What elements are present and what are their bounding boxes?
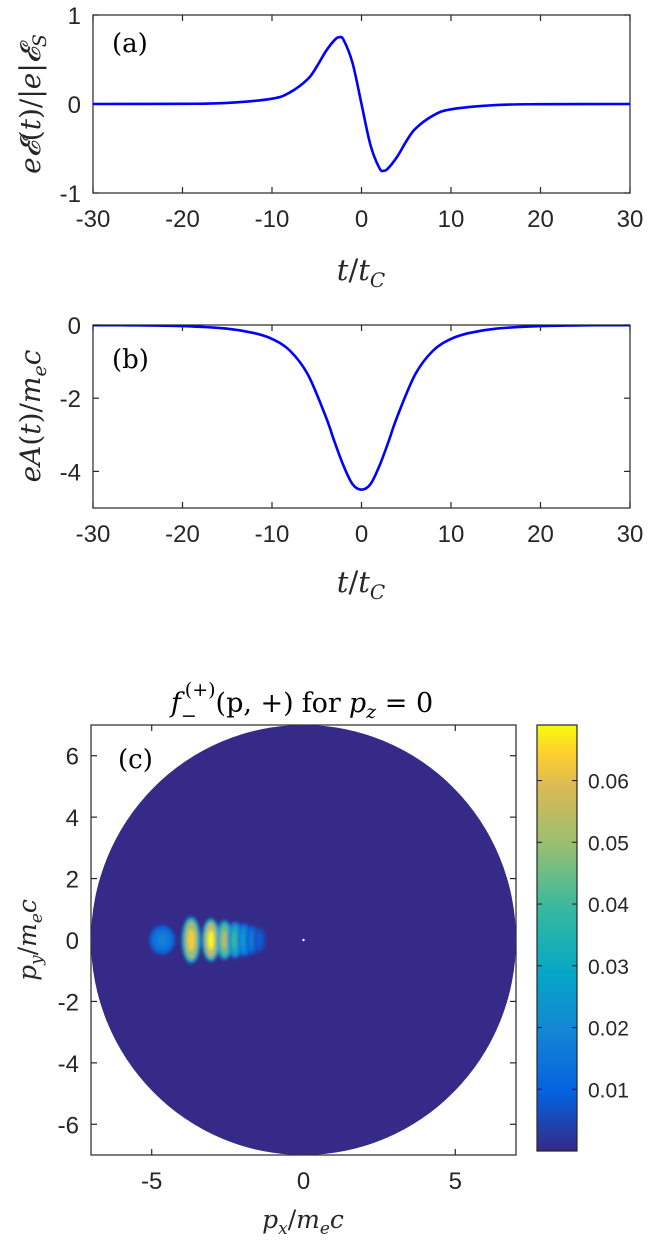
b-xtick-label: -20 bbox=[165, 521, 200, 548]
c-ytick-label: -4 bbox=[58, 1051, 79, 1078]
colorbar-tick-label: 0.05 bbox=[588, 832, 629, 855]
a-ytick-label: 1 bbox=[68, 3, 81, 30]
c-ytick-label: 0 bbox=[66, 928, 79, 955]
colorbar-tick-label: 0.04 bbox=[588, 894, 629, 917]
b-xtick-label: -10 bbox=[255, 521, 290, 548]
panel-b-potential-curve bbox=[93, 325, 630, 492]
colorbar bbox=[536, 724, 578, 1152]
a-xtick-label: -20 bbox=[165, 206, 200, 233]
fringe-core bbox=[187, 929, 195, 951]
c-xtick-label: 0 bbox=[297, 1168, 310, 1195]
panel-c-label: (c) bbox=[118, 745, 153, 775]
panel-b: (b) -30 -20 -10 0 10 20 30 -4-20 t/tC eA(t)/me… bbox=[14, 313, 643, 604]
colorbar-tick-label: 0.06 bbox=[588, 771, 629, 794]
b-xtick-label: 10 bbox=[438, 521, 465, 548]
panel-c-fringes bbox=[149, 916, 266, 964]
panel-a-ylabel: e𝓔(t)/|e|𝓔S bbox=[14, 34, 51, 174]
panel-c-xlabel: px/mec bbox=[262, 1205, 344, 1239]
panel-b-ylabel: eA(t)/mec bbox=[14, 349, 51, 482]
panel-c-ylabel: py/mec bbox=[13, 899, 47, 981]
fringe-core bbox=[257, 934, 262, 946]
panel-a-field-curve bbox=[93, 35, 630, 173]
colorbar-tick-label: 0.03 bbox=[588, 956, 629, 979]
panel-b-xlabel: t/tC bbox=[337, 565, 385, 604]
b-ytick-label: -4 bbox=[60, 459, 81, 486]
panel-c-origin-dot bbox=[302, 938, 305, 942]
b-ytick-label: 0 bbox=[68, 313, 81, 340]
c-ytick-label: 4 bbox=[66, 805, 79, 832]
fringe-core bbox=[157, 933, 168, 947]
colorbar-tick-label: 0.02 bbox=[588, 1018, 629, 1041]
a-xtick-label: 0 bbox=[355, 206, 368, 233]
c-xtick-label: -5 bbox=[141, 1168, 162, 1195]
fringe-core bbox=[232, 932, 238, 948]
a-xtick-label: -10 bbox=[255, 206, 290, 233]
fringe-core bbox=[250, 934, 254, 946]
c-ytick-label: 2 bbox=[66, 867, 79, 894]
fringe-core bbox=[221, 931, 228, 949]
b-xtick-label: 20 bbox=[527, 521, 554, 548]
panel-c: f−(+)(p, +) for pz = 0 (c) -5 0 5 -6 -4 -2 0 2 4 6… bbox=[13, 679, 629, 1239]
colorbar-tick-label: 0.01 bbox=[588, 1079, 629, 1102]
fringe-core bbox=[242, 933, 247, 947]
b-ytick-label: -2 bbox=[60, 386, 81, 413]
panel-b-axes-box bbox=[92, 324, 631, 509]
c-ytick-label: 6 bbox=[66, 744, 79, 771]
panel-c-title: f−(+)(p, +) for pz = 0 bbox=[169, 679, 433, 727]
a-xtick-label: 10 bbox=[438, 206, 465, 233]
panel-a: (a) -30 -20 -10 0 10 20 30 -101 t/tC e𝓔(t)/|e|… bbox=[14, 3, 643, 292]
panel-b-label: (b) bbox=[112, 345, 149, 375]
a-xtick-label: 30 bbox=[617, 206, 644, 233]
c-ytick-label: -2 bbox=[58, 989, 79, 1016]
b-xtick-label: 0 bbox=[355, 521, 368, 548]
b-xtick-label: 30 bbox=[617, 521, 644, 548]
fringe-core bbox=[207, 930, 214, 950]
panel-a-label: (a) bbox=[112, 29, 148, 59]
a-xtick-label: 20 bbox=[527, 206, 554, 233]
a-ytick-label: 0 bbox=[68, 92, 81, 119]
panel-a-xlabel: t/tC bbox=[337, 253, 385, 292]
a-xtick-label: -30 bbox=[76, 206, 111, 233]
c-xtick-label: 5 bbox=[449, 1168, 462, 1195]
b-xtick-label: -30 bbox=[76, 521, 111, 548]
a-ytick-label: -1 bbox=[60, 181, 81, 208]
c-ytick-label: -6 bbox=[58, 1112, 79, 1139]
